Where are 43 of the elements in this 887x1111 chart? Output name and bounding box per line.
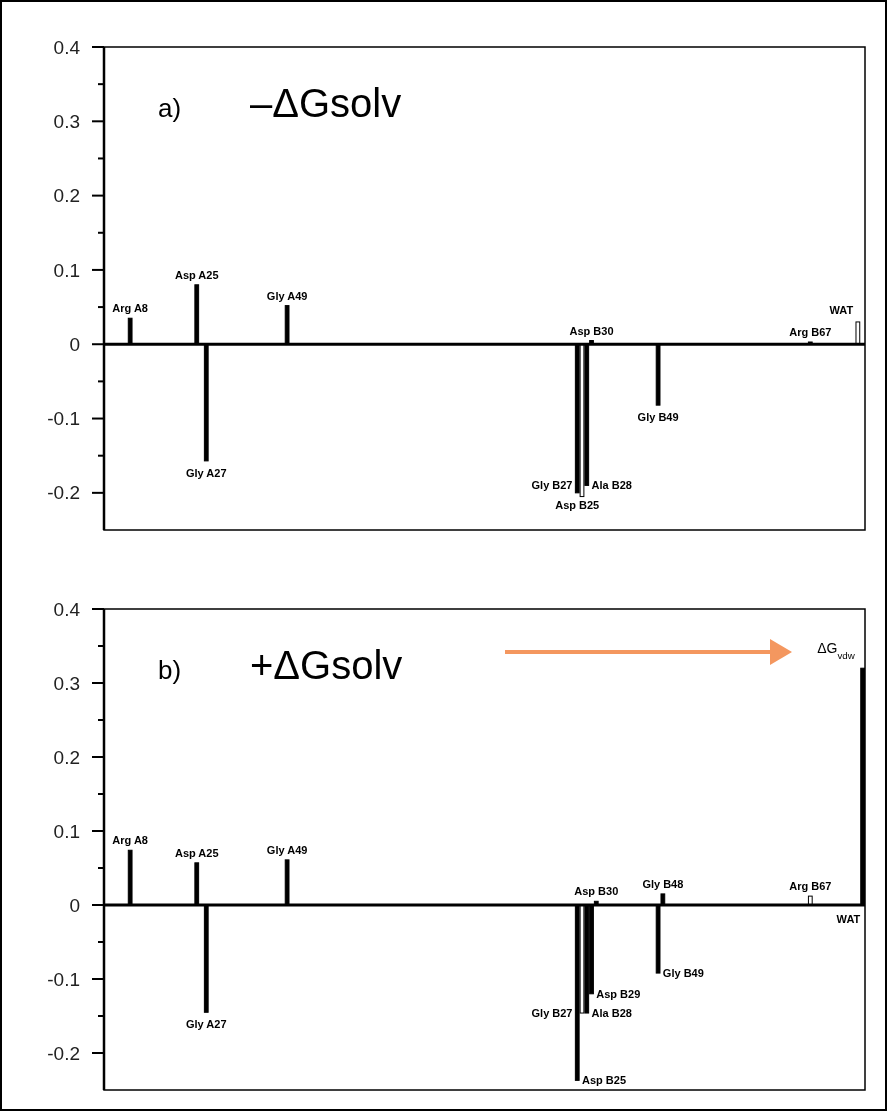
category-label: Arg A8 [112, 834, 148, 847]
category-label: Asp B30 [569, 324, 614, 337]
y-tick-label: 0.1 [53, 820, 80, 842]
y-tick-label: 0 [69, 333, 80, 355]
category-label: Gly B49 [662, 967, 704, 980]
annotation: b) [158, 655, 182, 685]
y-tick-label: 0.2 [53, 185, 80, 207]
y-tick-label: -0.1 [47, 968, 80, 990]
category-label: Arg B67 [789, 880, 832, 893]
annotation: –ΔGsolv [250, 81, 402, 125]
category-label: Arg B67 [789, 326, 832, 338]
category-label: Gly B27 [531, 478, 573, 491]
category-label: Gly A49 [266, 289, 308, 302]
category-label: Asp B29 [596, 987, 641, 1000]
category-label: Gly B48 [642, 877, 684, 890]
category-label: Gly A49 [266, 843, 308, 856]
y-tick-label: 0.4 [53, 598, 81, 620]
category-label: Asp B25 [555, 498, 600, 511]
category-label: Ala B28 [591, 479, 632, 492]
annotation: +ΔGsolv [250, 643, 403, 687]
category-label: Gly A27 [185, 1018, 227, 1031]
y-tick-label: 0 [69, 894, 80, 916]
category-label: Asp A25 [174, 846, 219, 859]
y-tick-label: -0.2 [47, 1042, 80, 1064]
category-label: Arg A8 [112, 302, 148, 315]
y-tick-label: 0.4 [53, 36, 81, 58]
category-label: Gly A27 [185, 466, 227, 479]
category-label: WAT [829, 303, 854, 316]
y-tick-label: 0.3 [53, 672, 80, 694]
category-label: Gly B49 [637, 411, 679, 424]
category-label: Asp B30 [574, 885, 619, 898]
y-tick-label: -0.2 [47, 482, 80, 504]
category-label: Ala B28 [591, 1007, 632, 1020]
category-label: Asp A25 [174, 268, 219, 281]
y-tick-label: 0.3 [53, 110, 80, 132]
y-tick-label: -0.1 [47, 408, 80, 430]
category-label: Gly B27 [531, 1007, 573, 1020]
y-tick-label: 0.1 [53, 259, 80, 281]
category-label: WAT [836, 913, 861, 925]
y-tick-label: 0.2 [53, 746, 80, 768]
annotation: a) [158, 93, 182, 123]
category-label: Asp B25 [582, 1074, 627, 1087]
annotation: ΔG$_{vdw}$ [817, 640, 856, 661]
